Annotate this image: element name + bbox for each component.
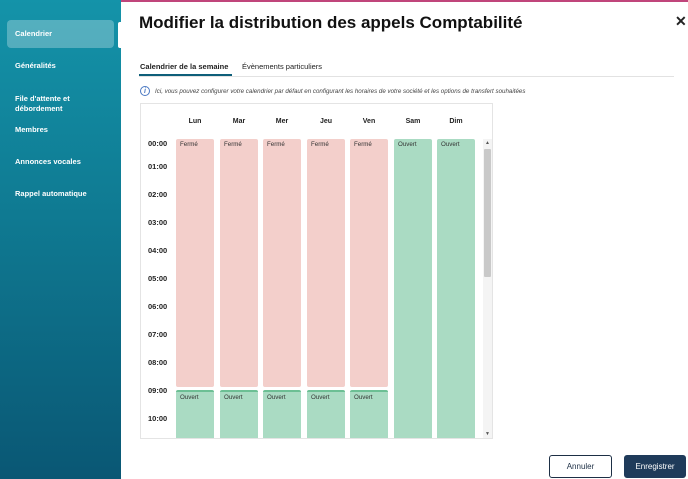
schedule-block-jeu-ouvert[interactable]: Ouvert xyxy=(307,390,345,438)
sidebar-item-label: Calendrier xyxy=(15,29,53,38)
sidebar-item-annonces-vocales[interactable]: Annonces vocales xyxy=(7,157,114,167)
day-header-dim: Dim xyxy=(449,118,463,125)
time-label: 08:00 xyxy=(148,358,168,367)
day-header-lun: Lun xyxy=(188,118,202,125)
time-label: 01:00 xyxy=(148,162,168,171)
time-label: 05:00 xyxy=(148,274,168,283)
close-icon[interactable]: ✕ xyxy=(675,13,687,29)
sidebar-item-calendrier[interactable]: Calendrier xyxy=(7,20,114,48)
scroll-up-arrow-icon[interactable]: ▲ xyxy=(485,140,490,146)
day-header-ven: Ven xyxy=(362,118,376,125)
active-tab-underline xyxy=(139,74,232,76)
sidebar-item-label: File d'attente et débordement xyxy=(15,94,70,113)
scroll-down-arrow-icon[interactable]: ▼ xyxy=(485,431,490,437)
sidebar-item-label: Membres xyxy=(15,125,48,134)
day-header-sam: Sam xyxy=(405,118,421,125)
sidebar-item-membres[interactable]: Membres xyxy=(7,125,114,135)
time-label: 09:00 xyxy=(148,386,168,395)
save-button[interactable]: Enregistrer xyxy=(624,455,686,478)
schedule-block-mer-ouvert[interactable]: Ouvert xyxy=(263,390,301,438)
sidebar-item-label: Généralités xyxy=(15,61,56,70)
schedule-block-ven-ferme[interactable]: Fermé xyxy=(350,139,388,387)
calendar-scrollbar[interactable]: ▲ ▼ xyxy=(483,139,492,438)
info-banner: i Ici, vous pouvez configurer votre cale… xyxy=(140,86,525,96)
time-label: 06:00 xyxy=(148,302,168,311)
time-label: 04:00 xyxy=(148,246,168,255)
sidebar-item-generalites[interactable]: Généralités xyxy=(7,61,114,71)
schedule-block-jeu-ferme[interactable]: Fermé xyxy=(307,139,345,387)
day-header-mer: Mer xyxy=(275,118,289,125)
info-text: Ici, vous pouvez configurer votre calend… xyxy=(155,87,526,95)
sidebar-active-indicator xyxy=(118,22,122,48)
sidebar-item-label: Rappel automatique xyxy=(15,189,87,198)
top-accent-line xyxy=(0,0,688,2)
schedule-block-lun-ferme[interactable]: Fermé xyxy=(176,139,214,387)
page-title: Modifier la distribution des appels Comp… xyxy=(139,13,523,32)
schedule-block-mar-ouvert[interactable]: Ouvert xyxy=(220,390,258,438)
tab-bar: Calendrier de la semaine Évènements part… xyxy=(139,60,674,77)
tab-evenements-particuliers[interactable]: Évènements particuliers xyxy=(242,62,323,71)
week-calendar: Lun Mar Mer Jeu Ven Sam Dim 00:00 01:00 … xyxy=(140,103,493,439)
sidebar-item-file-attente[interactable]: File d'attente et débordement xyxy=(7,94,87,114)
schedule-block-mer-ferme[interactable]: Fermé xyxy=(263,139,301,387)
tab-calendrier-semaine[interactable]: Calendrier de la semaine xyxy=(140,62,229,71)
schedule-block-sam-ouvert[interactable]: Ouvert xyxy=(394,139,432,438)
sidebar-item-label: Annonces vocales xyxy=(15,157,81,166)
day-header-mar: Mar xyxy=(232,118,246,125)
time-label: 03:00 xyxy=(148,218,168,227)
schedule-block-dim-ouvert[interactable]: Ouvert xyxy=(437,139,475,438)
schedule-block-lun-ouvert[interactable]: Ouvert xyxy=(176,390,214,438)
time-label: 07:00 xyxy=(148,330,168,339)
sidebar-item-rappel-automatique[interactable]: Rappel automatique xyxy=(7,189,114,199)
day-header-jeu: Jeu xyxy=(319,118,333,125)
schedule-block-mar-ferme[interactable]: Fermé xyxy=(220,139,258,387)
info-icon: i xyxy=(140,86,150,96)
time-label: 10:00 xyxy=(148,414,168,423)
schedule-block-ven-ouvert[interactable]: Ouvert xyxy=(350,390,388,438)
cancel-button[interactable]: Annuler xyxy=(549,455,612,478)
scrollbar-thumb[interactable] xyxy=(484,149,491,277)
time-label: 00:00 xyxy=(148,139,168,148)
sidebar: Calendrier Généralités File d'attente et… xyxy=(0,0,121,479)
time-label: 02:00 xyxy=(148,190,168,199)
